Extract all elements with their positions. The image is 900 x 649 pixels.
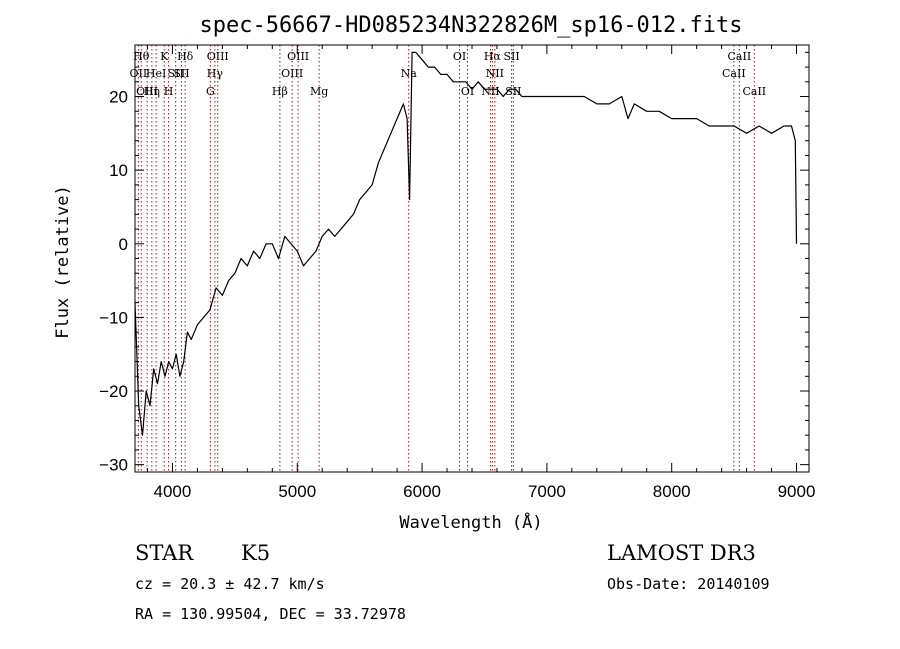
y-tick-label: −20 (99, 382, 128, 401)
spectral-line-label: HeI (146, 67, 166, 80)
y-tick-label: −10 (99, 308, 128, 327)
chart-title: spec-56667-HD085234N322826M_sp16-012.fit… (199, 13, 742, 38)
spectral-line-label: G (206, 85, 215, 98)
spectral-line-label: H (164, 85, 174, 98)
spectral-line-label: Na (401, 67, 418, 80)
spectral-line-label: Hβ (272, 85, 288, 98)
spectral-line-label: SII (503, 50, 519, 63)
spectral-line-label: CaII (728, 50, 752, 63)
spectral-line-label: K (160, 50, 169, 63)
spectral-line-label: OIII (281, 67, 303, 80)
x-tick-label: 9000 (778, 482, 816, 501)
spectral-line-label: NII (486, 67, 504, 80)
x-tick-label: 7000 (528, 482, 566, 501)
coordinates: RA = 130.99504, DEC = 33.72978 (135, 605, 406, 623)
spectral-line-label: SII (168, 67, 184, 80)
x-tick-label: 4000 (154, 482, 192, 501)
object-subclass: K5 (241, 541, 270, 565)
spectral-line-label: CaII (742, 85, 766, 98)
survey-name: LAMOST DR3 (607, 541, 756, 565)
spectral-line-label: OIII (207, 50, 229, 63)
spectral-line-markers (137, 45, 755, 472)
spectral-line-label: Hα (484, 50, 502, 63)
x-tick-label: 5000 (278, 482, 316, 501)
x-axis-ticks: 4000 5000 6000 7000 8000 9000 (146, 45, 816, 501)
x-tick-label: 6000 (403, 482, 441, 501)
spectral-line-label: Hδ (177, 50, 194, 63)
spectral-line-label: Hγ (207, 67, 224, 80)
y-tick-label: 20 (109, 88, 128, 107)
spectral-line-label: OI (461, 85, 474, 98)
spectral-line-label: Hη (144, 85, 160, 98)
spectral-line-label: NII (481, 85, 499, 98)
redshift-value: cz = 20.3 ± 42.7 km/s (135, 575, 325, 593)
spectral-line-label: OII (130, 67, 148, 80)
y-tick-label: 0 (119, 235, 128, 254)
spectral-line-label: SII (173, 67, 189, 80)
observation-date: Obs-Date: 20140109 (607, 575, 770, 593)
spectral-line-label: OI (453, 50, 466, 63)
plot-frame (134, 44, 810, 473)
y-axis-ticks: −30 −20 −10 0 10 20 (99, 51, 809, 475)
y-axis-label: Flux (relative) (53, 185, 73, 339)
spectrum-line (134, 51, 798, 436)
spectral-line-label: CaII (722, 67, 746, 80)
spectral-line-label: OIII (136, 85, 158, 98)
spectral-line-label: SII (505, 85, 521, 98)
x-axis-label: Wavelength (Å) (399, 511, 542, 533)
spectral-line-label: Hθ (133, 50, 150, 63)
spectrum-series (134, 51, 798, 436)
y-tick-label: 10 (109, 161, 128, 180)
x-tick-label: 8000 (653, 482, 691, 501)
y-tick-label: −30 (99, 456, 128, 475)
spectral-line-label: Mg (310, 85, 328, 98)
spectral-line-labels: OIIHθOIIIHηHeIKHSIISIIHδGHγOIIIHβOIIIOII… (130, 50, 767, 98)
object-class: STAR (135, 541, 194, 565)
spectral-line-label: OIII (287, 50, 309, 63)
